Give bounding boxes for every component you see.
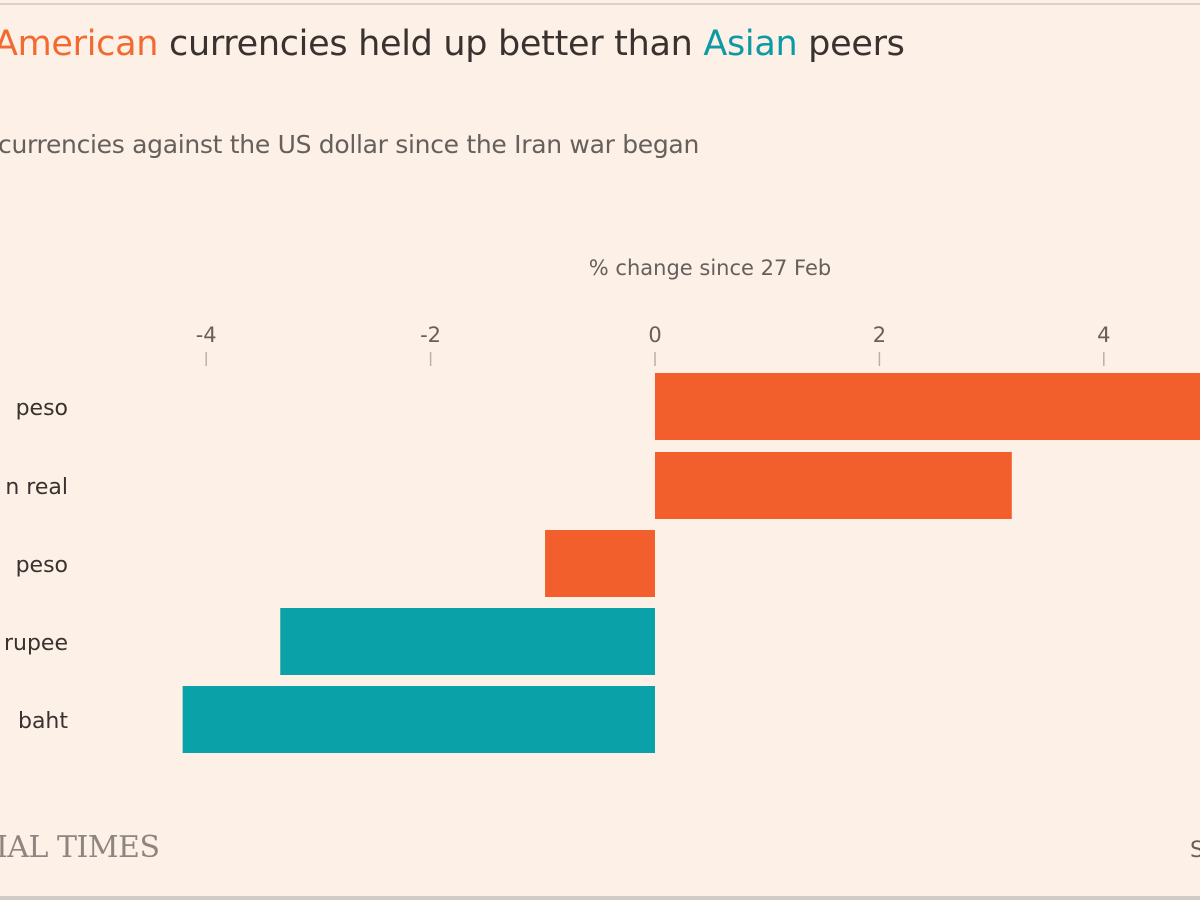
bar-latin-american — [655, 373, 1200, 440]
category-label: rupee — [4, 631, 68, 656]
x-axis-title: % change since 27 Feb — [589, 256, 831, 280]
title-text-end: peers — [797, 24, 905, 64]
ft-logo: IAL TIMES — [0, 830, 160, 865]
category-label: n real — [5, 475, 68, 500]
bar-asian — [280, 608, 655, 675]
source-note: S — [1190, 838, 1200, 863]
bar-latin-american — [655, 452, 1012, 519]
title-text: currencies held up better than — [158, 24, 704, 64]
bar-latin-american — [545, 530, 655, 597]
top-border — [0, 3, 1200, 5]
title-highlight-asian: Asian — [703, 24, 798, 64]
x-tick-label: -4 — [196, 323, 217, 347]
x-tick-label: 2 — [873, 323, 886, 347]
x-tick-label: 4 — [1097, 323, 1110, 347]
category-label: peso — [16, 553, 68, 578]
category-label: baht — [18, 709, 68, 734]
title-highlight-latin: American — [0, 24, 159, 64]
chart-title: American currencies held up better than … — [0, 24, 905, 64]
bar-asian — [182, 686, 655, 753]
category-label: peso — [16, 396, 68, 421]
chart-subtitle: currencies against the US dollar since t… — [0, 130, 699, 159]
x-tick-label: -2 — [420, 323, 441, 347]
bottom-border — [0, 896, 1200, 900]
x-tick-label: 0 — [648, 323, 661, 347]
